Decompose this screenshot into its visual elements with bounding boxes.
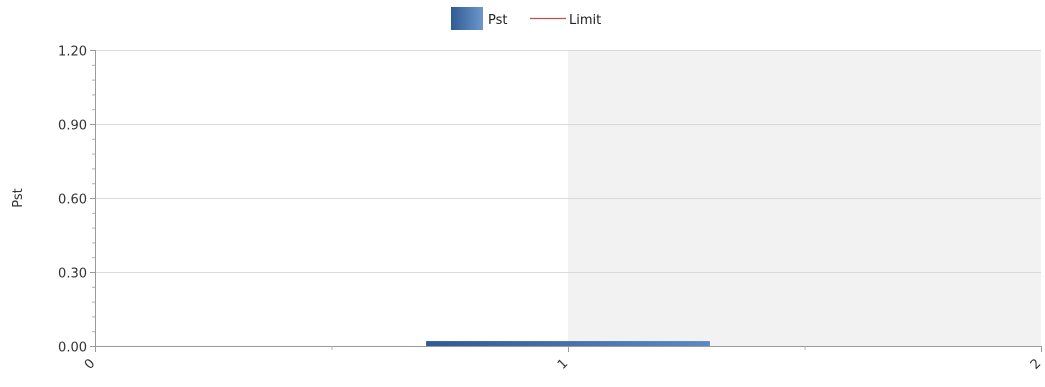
legend-label-pst: Pst bbox=[488, 13, 507, 28]
bar-pst[interactable] bbox=[426, 341, 710, 346]
x-tick-label: 1 bbox=[555, 356, 571, 372]
y-axis-ticks: 0.00 0.30 0.60 0.90 1.20 bbox=[58, 45, 95, 356]
x-tick-label: 2 bbox=[1028, 356, 1044, 372]
y-tick-label: 0.60 bbox=[58, 193, 87, 208]
bars-pst bbox=[426, 341, 710, 346]
y-tick-label: 0.90 bbox=[58, 119, 87, 134]
y-tick-label: 1.20 bbox=[58, 45, 87, 60]
x-tick-label: 0 bbox=[82, 356, 98, 372]
legend-label-limit: Limit bbox=[569, 13, 601, 28]
legend: Pst Limit bbox=[451, 7, 601, 30]
y-tick-label: 0.00 bbox=[58, 341, 87, 356]
gridlines bbox=[95, 50, 1041, 273]
legend-entry-pst[interactable]: Pst bbox=[451, 7, 507, 30]
x-axis-ticks: 0 1 2 bbox=[82, 346, 1044, 373]
legend-entry-limit[interactable]: Limit bbox=[530, 13, 601, 28]
y-tick-label: 0.30 bbox=[58, 267, 87, 282]
y-axis-title: Pst bbox=[11, 188, 26, 207]
plot-area: 0.00 0.30 0.60 0.90 1.20 0 1 2 bbox=[58, 45, 1044, 373]
legend-swatch-pst bbox=[451, 7, 483, 30]
